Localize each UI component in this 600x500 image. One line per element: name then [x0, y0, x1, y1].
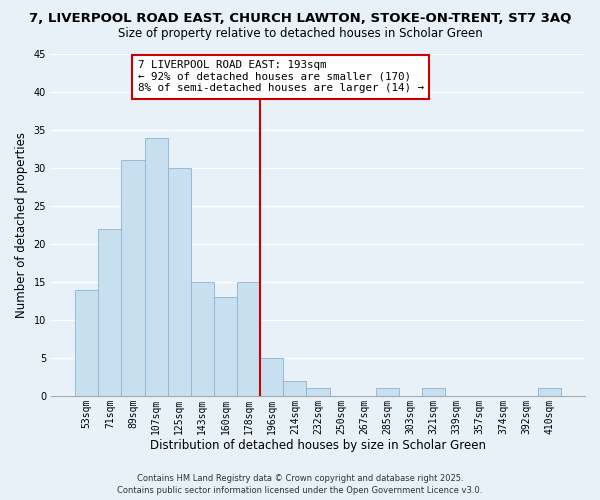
Text: Contains HM Land Registry data © Crown copyright and database right 2025.
Contai: Contains HM Land Registry data © Crown c… [118, 474, 482, 495]
Text: 7, LIVERPOOL ROAD EAST, CHURCH LAWTON, STOKE-ON-TRENT, ST7 3AQ: 7, LIVERPOOL ROAD EAST, CHURCH LAWTON, S… [29, 12, 571, 26]
Bar [121, 160, 145, 396]
Bar [167, 168, 191, 396]
X-axis label: Distribution of detached houses by size in Scholar Green: Distribution of detached houses by size … [150, 440, 486, 452]
Bar [237, 282, 260, 396]
Bar [376, 388, 399, 396]
Y-axis label: Number of detached properties: Number of detached properties [15, 132, 28, 318]
Bar [145, 138, 167, 396]
Bar [260, 358, 283, 396]
Bar [75, 290, 98, 396]
Bar [307, 388, 329, 396]
Bar [214, 297, 237, 396]
Bar [283, 380, 307, 396]
Text: Size of property relative to detached houses in Scholar Green: Size of property relative to detached ho… [118, 28, 482, 40]
Bar [98, 229, 121, 396]
Bar [422, 388, 445, 396]
Bar [191, 282, 214, 396]
Bar [538, 388, 561, 396]
Text: 7 LIVERPOOL ROAD EAST: 193sqm
← 92% of detached houses are smaller (170)
8% of s: 7 LIVERPOOL ROAD EAST: 193sqm ← 92% of d… [137, 60, 424, 94]
